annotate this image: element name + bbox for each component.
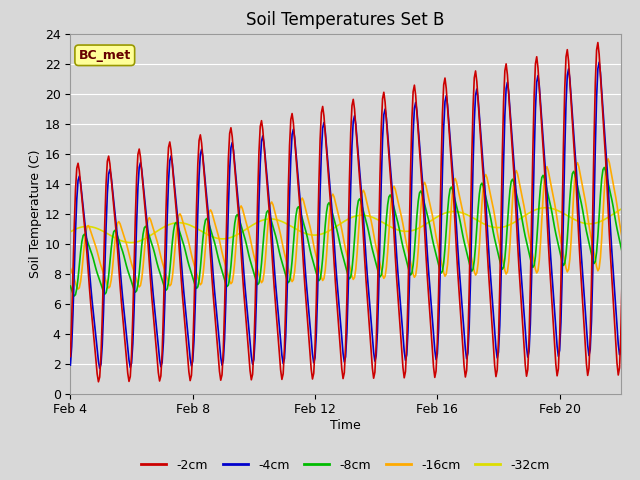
Title: Soil Temperatures Set B: Soil Temperatures Set B [246,11,445,29]
Text: BC_met: BC_met [79,49,131,62]
X-axis label: Time: Time [330,419,361,432]
Legend: -2cm, -4cm, -8cm, -16cm, -32cm: -2cm, -4cm, -8cm, -16cm, -32cm [136,454,555,477]
Y-axis label: Soil Temperature (C): Soil Temperature (C) [29,149,42,278]
